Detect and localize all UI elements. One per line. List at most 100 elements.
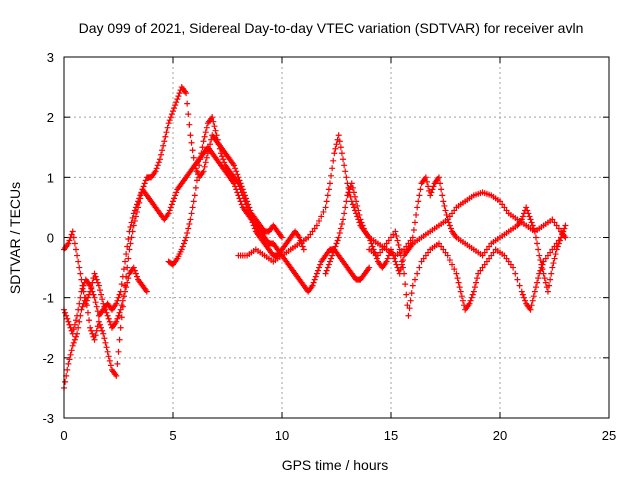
data-point — [65, 318, 72, 325]
data-point-dense — [185, 111, 192, 118]
data-point-dense — [168, 201, 175, 208]
data-point-dense — [241, 198, 248, 205]
data-point-dense — [62, 309, 69, 316]
data-point-dense — [547, 249, 554, 256]
data-point-dense — [175, 93, 182, 100]
data-point-dense — [499, 201, 506, 208]
data-point-dense — [449, 261, 456, 268]
data-point-dense — [207, 141, 214, 148]
data-point-dense — [123, 284, 130, 291]
series-track-a — [61, 144, 373, 337]
data-point-dense — [379, 246, 386, 253]
data-point-dense — [390, 231, 397, 238]
data-point-dense — [309, 228, 316, 235]
data-point-dense — [483, 246, 490, 253]
data-point-dense — [560, 228, 567, 235]
data-point-dense — [99, 327, 106, 334]
data-point — [322, 204, 329, 211]
data-point — [335, 132, 342, 139]
data-point-dense — [243, 201, 250, 208]
data-point-dense — [532, 284, 539, 291]
data-point-dense — [140, 183, 147, 190]
data-point-dense — [505, 258, 512, 265]
data-point — [348, 180, 355, 187]
data-point-dense — [548, 270, 555, 277]
data-point-dense — [411, 219, 418, 226]
data-point-dense — [127, 223, 134, 230]
data-point-dense — [393, 261, 400, 268]
data-point — [117, 306, 124, 313]
data-point-dense — [202, 159, 209, 166]
data-point — [91, 294, 98, 301]
data-point-dense — [119, 297, 126, 304]
data-point-dense — [129, 228, 136, 235]
data-point-dense — [176, 90, 183, 97]
data-point — [130, 222, 137, 229]
data-point-dense — [553, 222, 560, 229]
data-point — [235, 180, 242, 187]
x-tick-label: 0 — [60, 428, 67, 443]
data-point-dense — [172, 192, 179, 199]
data-point-dense — [537, 257, 544, 264]
data-point-dense — [250, 222, 257, 229]
data-point — [536, 252, 543, 259]
data-point-dense — [132, 270, 139, 277]
data-point-dense — [443, 211, 450, 218]
data-point — [100, 300, 107, 307]
data-point-dense — [246, 210, 253, 217]
data-point — [422, 174, 429, 181]
data-point-dense — [343, 198, 350, 205]
data-point — [279, 234, 285, 241]
data-point-dense — [416, 264, 423, 271]
data-point-dense — [180, 240, 187, 247]
data-point — [444, 252, 451, 259]
data-point-dense — [185, 225, 192, 232]
data-point-dense — [116, 291, 123, 298]
data-point-dense — [114, 315, 121, 322]
data-point — [231, 162, 238, 169]
data-point-dense — [192, 184, 199, 191]
data-point-dense — [356, 211, 363, 218]
data-point-dense — [469, 291, 476, 298]
data-point-dense — [555, 225, 562, 232]
data-point-dense — [210, 118, 217, 125]
data-point-dense — [160, 142, 167, 149]
data-point — [300, 246, 307, 253]
data-point-dense — [404, 302, 411, 309]
data-point-dense — [62, 378, 69, 385]
data-point-dense — [173, 189, 180, 196]
data-point-dense — [440, 246, 447, 253]
data-point-dense — [411, 276, 418, 283]
data-point-dense — [359, 222, 366, 229]
data-point-dense — [501, 204, 508, 211]
data-point-dense — [67, 324, 74, 331]
data-point — [126, 246, 133, 253]
data-point-dense — [429, 186, 436, 193]
x-tick-label: 5 — [169, 428, 176, 443]
data-point-dense — [116, 309, 123, 316]
data-point-dense — [240, 195, 247, 202]
data-point-dense — [89, 279, 96, 286]
data-point-dense — [544, 252, 551, 259]
data-point-dense — [314, 267, 321, 274]
data-point — [244, 204, 251, 211]
data-point — [200, 138, 207, 145]
data-point — [326, 258, 333, 265]
data-point-dense — [328, 172, 335, 179]
data-point-dense — [555, 237, 562, 244]
data-point — [313, 270, 320, 277]
data-point-dense — [503, 207, 510, 214]
data-point-dense — [532, 234, 539, 241]
data-point — [483, 258, 490, 265]
data-point-dense — [488, 252, 495, 259]
data-point-dense — [124, 243, 131, 250]
data-point — [165, 210, 172, 217]
data-point-dense — [98, 291, 105, 298]
data-point — [113, 318, 120, 325]
data-point-dense — [71, 321, 78, 328]
data-point-dense — [329, 252, 336, 259]
data-point-dense — [64, 366, 71, 373]
data-point-dense — [398, 258, 405, 265]
data-point — [549, 264, 556, 271]
data-point-dense — [80, 288, 87, 295]
